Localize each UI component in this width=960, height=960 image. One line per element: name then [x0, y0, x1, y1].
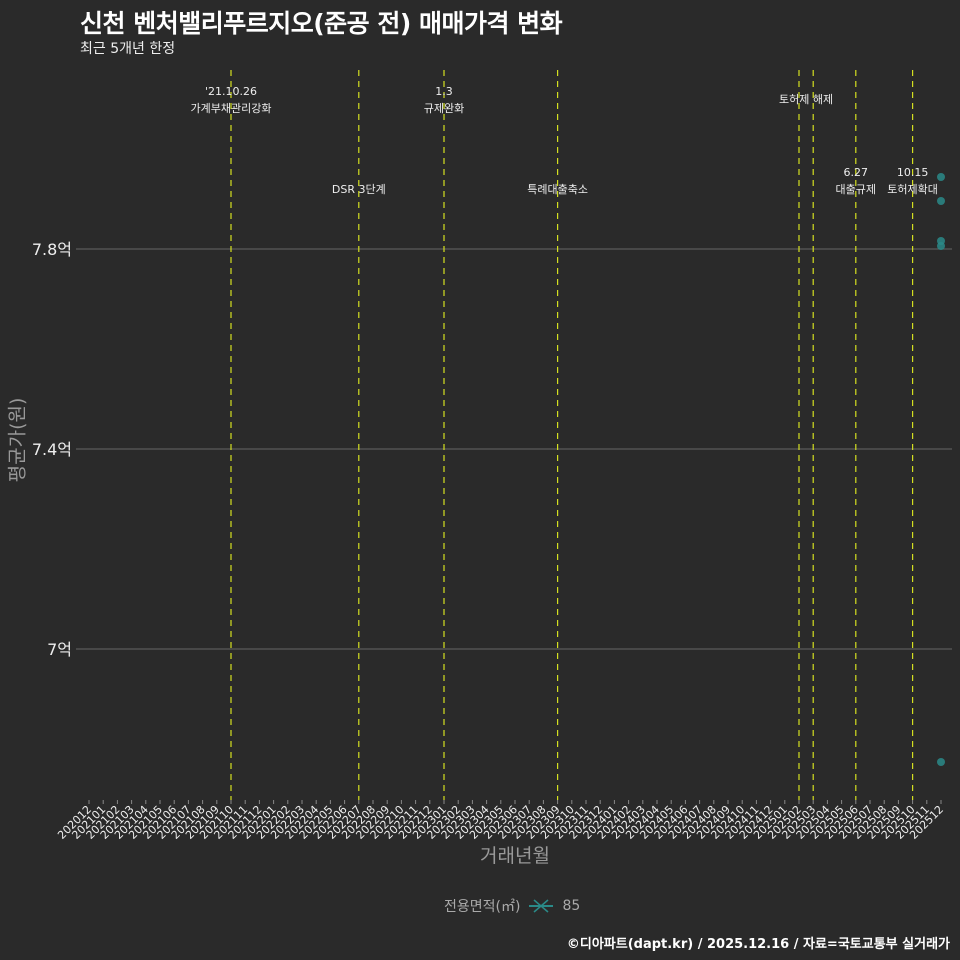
legend: 전용면적(㎡) 85	[444, 896, 580, 916]
legend-key-icon	[529, 899, 554, 913]
event-date: '21.10.26	[205, 85, 257, 98]
event-label: 대출규제	[836, 183, 876, 196]
legend-title: 전용면적(㎡)	[444, 899, 521, 915]
y-axis-title: 평균가(원)	[6, 397, 29, 483]
event-label: 규제완화	[424, 102, 464, 115]
event-label: 가계부채관리강화	[191, 102, 272, 115]
data-point	[937, 758, 945, 766]
event-label: 토허제확대	[887, 183, 938, 196]
event-date: 1.3	[435, 85, 453, 98]
event-date: 10.15	[897, 166, 929, 179]
chart-title: 신천 벤처밸리푸르지오(준공 전) 매매가격 변화	[80, 9, 563, 38]
event-label: 특례대출축소	[527, 183, 588, 196]
event-label: 토허제 해제	[779, 92, 833, 106]
y-tick-label: 7.8억	[32, 240, 72, 259]
x-axis-title: 거래년월	[480, 845, 550, 867]
y-tick-label: 7.4억	[32, 440, 72, 459]
data-point	[937, 173, 945, 181]
data-point	[937, 197, 945, 205]
y-tick-label: 7억	[47, 640, 72, 659]
chart-subtitle: 최근 5개년 한정	[80, 41, 176, 57]
event-date: 6.27	[844, 166, 869, 179]
legend-entry-label: 85	[562, 898, 581, 914]
event-label: DSR 3단계	[332, 183, 386, 196]
footer-credit: ©디아파트(dapt.kr) / 2025.12.16 / 자료=국토교통부 실…	[566, 937, 950, 952]
data-point	[937, 242, 945, 250]
